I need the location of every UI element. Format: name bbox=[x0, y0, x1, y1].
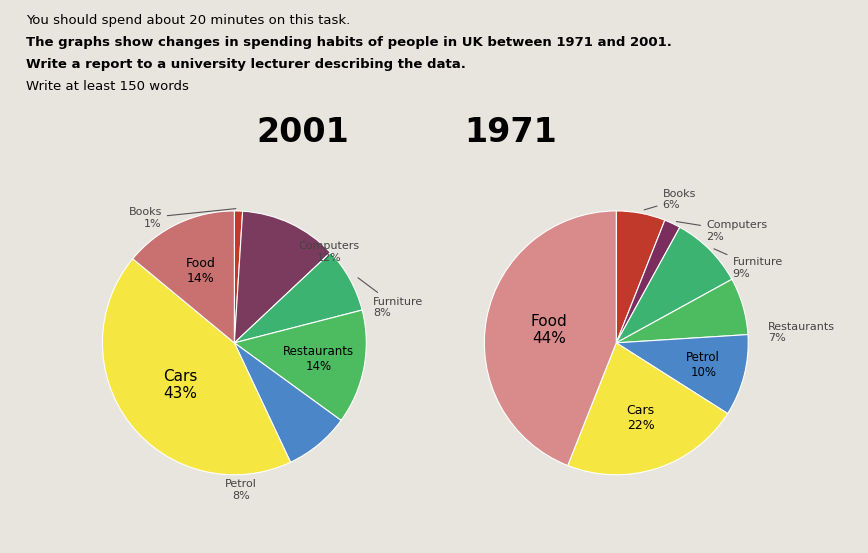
Wedge shape bbox=[616, 279, 748, 343]
Text: Furniture
9%: Furniture 9% bbox=[714, 249, 783, 279]
Wedge shape bbox=[133, 211, 234, 343]
Wedge shape bbox=[616, 227, 732, 343]
Text: Food
14%: Food 14% bbox=[186, 257, 215, 285]
Wedge shape bbox=[234, 343, 341, 462]
Text: 1971: 1971 bbox=[464, 116, 557, 149]
Text: Computers
2%: Computers 2% bbox=[676, 220, 767, 242]
Text: Books
1%: Books 1% bbox=[128, 207, 236, 229]
Text: Furniture
8%: Furniture 8% bbox=[358, 278, 423, 319]
Text: Petrol
10%: Petrol 10% bbox=[687, 351, 720, 379]
Text: Write at least 150 words: Write at least 150 words bbox=[26, 80, 189, 93]
Wedge shape bbox=[568, 343, 727, 475]
Text: The graphs show changes in spending habits of people in UK between 1971 and 2001: The graphs show changes in spending habi… bbox=[26, 36, 672, 49]
Wedge shape bbox=[102, 259, 291, 475]
Wedge shape bbox=[234, 211, 243, 343]
Wedge shape bbox=[484, 211, 616, 466]
Text: Restaurants
7%: Restaurants 7% bbox=[768, 321, 835, 343]
Wedge shape bbox=[616, 211, 665, 343]
Text: 2001: 2001 bbox=[256, 116, 349, 149]
Text: Computers
12%: Computers 12% bbox=[299, 242, 360, 263]
Text: Restaurants
14%: Restaurants 14% bbox=[283, 345, 354, 373]
Text: Books
6%: Books 6% bbox=[644, 189, 696, 210]
Wedge shape bbox=[234, 253, 362, 343]
Text: Write a report to a university lecturer describing the data.: Write a report to a university lecturer … bbox=[26, 58, 466, 71]
Wedge shape bbox=[616, 335, 748, 414]
Text: Cars
43%: Cars 43% bbox=[163, 369, 197, 401]
Wedge shape bbox=[234, 211, 331, 343]
Wedge shape bbox=[234, 310, 366, 420]
Wedge shape bbox=[616, 220, 680, 343]
Text: You should spend about 20 minutes on this task.: You should spend about 20 minutes on thi… bbox=[26, 14, 351, 27]
Text: Food
44%: Food 44% bbox=[530, 314, 568, 346]
Text: Petrol
8%: Petrol 8% bbox=[225, 479, 257, 500]
Text: Cars
22%: Cars 22% bbox=[627, 404, 654, 432]
